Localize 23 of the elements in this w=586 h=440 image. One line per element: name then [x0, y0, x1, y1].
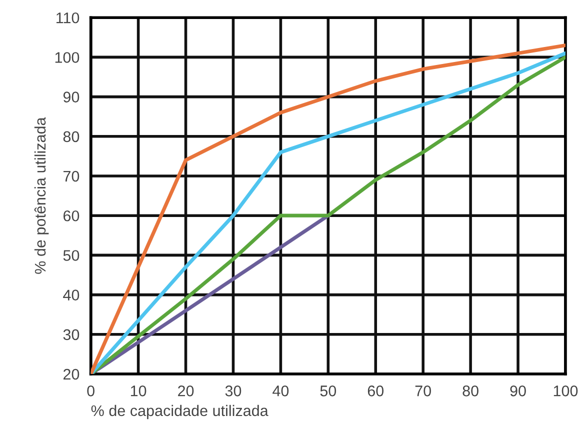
x-tick-label: 10 [130, 386, 146, 396]
x-tick-label: 0 [87, 386, 94, 396]
x-tick-label: 80 [462, 386, 478, 396]
y-tick-label: 110 [56, 12, 80, 24]
x-tick-label: 90 [510, 386, 526, 396]
y-tick-label: 40 [63, 290, 80, 300]
x-tick-label: 70 [415, 386, 431, 396]
y-tick-label: 70 [64, 170, 80, 182]
y-tick-label: 60 [64, 210, 80, 222]
x-tick-label: 20 [178, 386, 194, 396]
x-tick-label: 50 [320, 386, 336, 396]
y-tick-label: 20 [63, 368, 80, 380]
x-tick-label: 60 [368, 386, 384, 396]
x-tick-label: 100 [554, 386, 578, 396]
x-tick-label: 30 [225, 386, 242, 396]
y-axis-title: % de potência utilizada [34, 117, 49, 274]
y-tick-label: 100 [55, 52, 80, 63]
x-tick-label: 40 [272, 386, 289, 396]
y-tick-label: 50 [63, 250, 80, 261]
y-tick-label: 80 [63, 131, 80, 142]
y-tick-label: 30 [63, 329, 80, 340]
y-tick-label: 90 [63, 92, 80, 102]
x-axis-title: % de capacidade utilizada [91, 404, 268, 420]
